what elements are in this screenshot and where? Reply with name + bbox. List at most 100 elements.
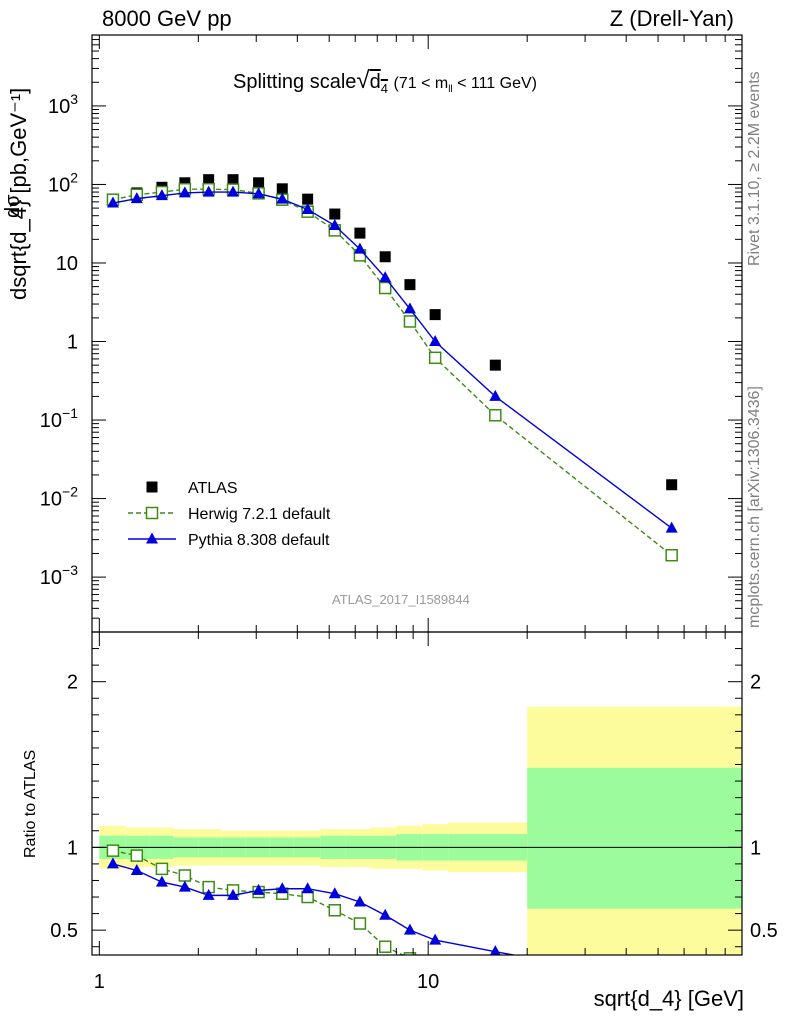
pythia-point (252, 883, 265, 895)
ratio-ylabel: Ratio to ATLAS (22, 749, 39, 858)
pythia-point (178, 186, 191, 198)
y-tick-label: 10−3 (40, 562, 78, 589)
header-left: 8000 GeV pp (102, 6, 232, 31)
atlas-point (302, 193, 314, 205)
y-tick-label: 102 (48, 169, 78, 196)
herwig-point (665, 548, 678, 562)
ratio-series-triangle-filled-solid (106, 857, 565, 968)
ratio-y-tick-label-right: 0.5 (750, 920, 778, 942)
ratio-y-ticks (92, 648, 742, 948)
main-series-square-filled (107, 174, 678, 491)
pythia-point (155, 189, 168, 201)
ratio-y-tick-label: 2 (67, 672, 78, 694)
atlas-point (253, 177, 265, 189)
legend-label: ATLAS (188, 480, 238, 497)
ratio-y-tick-label-right: 2 (750, 672, 761, 694)
pythia-point (379, 271, 392, 283)
pythia-point (146, 532, 158, 544)
main-series-square-open-dashed (106, 182, 678, 562)
ratio-frame (91, 631, 743, 956)
y-tick-label: 10−1 (40, 405, 78, 432)
pythia-point (379, 908, 392, 920)
band-inner (527, 767, 742, 909)
y-tick-label: 10 (56, 253, 78, 275)
pythia-point (227, 185, 240, 197)
header-right: Z (Drell-Yan) (609, 6, 734, 31)
pythia-point (429, 933, 442, 945)
atlas-point (404, 279, 416, 291)
herwig-point (145, 506, 159, 520)
legend-label: Herwig 7.2.1 default (188, 506, 331, 523)
ratio-pythia-line (112, 863, 518, 955)
atlas-point (429, 309, 441, 321)
atlas-point (146, 481, 158, 493)
rivet-label: Rivet 3.1.10, ≥ 2.2M events (746, 71, 763, 266)
pythia-point (106, 857, 119, 869)
herwig-point (489, 409, 502, 422)
x-tick-label: 10 (417, 971, 439, 993)
pythia-point (489, 389, 502, 401)
y-tick-label: 1 (67, 332, 78, 354)
pythia-point (403, 923, 416, 935)
legend: ATLAS Herwig 7.2.1 default Pythia 8.308 de… (128, 480, 331, 549)
pythia-point (202, 888, 215, 900)
atlas-point (354, 227, 366, 239)
title-prefix: Splitting scale (233, 71, 357, 93)
ratio-y-tick-label-right: 1 (750, 837, 761, 859)
herwig-point (403, 952, 417, 955)
pythia-point (429, 335, 442, 347)
main-pythia-line (112, 191, 673, 529)
y-tick-label: 103 (48, 91, 78, 118)
pythia-point (553, 957, 565, 968)
atlas-point (276, 183, 288, 195)
herwig-point (378, 281, 392, 295)
x-ticks (98, 35, 743, 955)
pythia-point (353, 895, 366, 907)
atlas-point (489, 359, 501, 371)
x-tick-label: 1 (94, 971, 105, 993)
ratio-y-tick-label: 0.5 (50, 920, 78, 942)
herwig-point (328, 904, 342, 917)
pythia-point (130, 864, 143, 876)
main-herwig-line (112, 188, 673, 556)
herwig-point (106, 844, 120, 857)
atlas-point (666, 479, 678, 491)
x-axis-label: sqrt{d_4} [GeV] (593, 986, 744, 1011)
atlas-point (227, 174, 239, 186)
y-tick-label: 10−2 (40, 484, 78, 511)
pythia-point (227, 888, 240, 900)
atlas-point (379, 251, 391, 263)
pythia-point (353, 242, 366, 254)
atlas-point (329, 208, 341, 220)
pythia-point (276, 882, 289, 894)
pythia-point (301, 882, 314, 894)
herwig-point (155, 862, 169, 876)
pythia-point (178, 880, 191, 892)
herwig-point (178, 869, 192, 882)
analysis-id: ATLAS_2017_I1589844 (332, 592, 470, 607)
pythia-point (665, 521, 678, 533)
pythia-point (202, 185, 215, 197)
pythia-point (489, 945, 501, 955)
main-y-ticks (92, 34, 742, 633)
pythia-point (328, 219, 341, 231)
pythia-point (130, 192, 143, 204)
herwig-point (403, 315, 417, 328)
pythia-point (106, 196, 119, 208)
herwig-point (378, 940, 392, 953)
atlas-point (203, 174, 215, 186)
ratio-bands (99, 706, 742, 955)
ratio-y-tick-label: 1 (67, 837, 78, 859)
main-title: Splitting scale√d4 (71 < mll < 111 GeV) (233, 67, 537, 96)
pythia-point (252, 187, 265, 199)
pythia-point (403, 302, 416, 314)
herwig-point (428, 351, 442, 365)
pythia-point (276, 192, 289, 204)
herwig-point (130, 849, 144, 862)
legend-label: Pythia 8.308 default (188, 532, 330, 549)
title-suffix: (71 < mll < 111 GeV) (393, 75, 538, 96)
pythia-point (328, 887, 341, 899)
sqrt-symbol: √ (356, 67, 370, 94)
main-ylabel-numerator: dσ (2, 194, 24, 218)
